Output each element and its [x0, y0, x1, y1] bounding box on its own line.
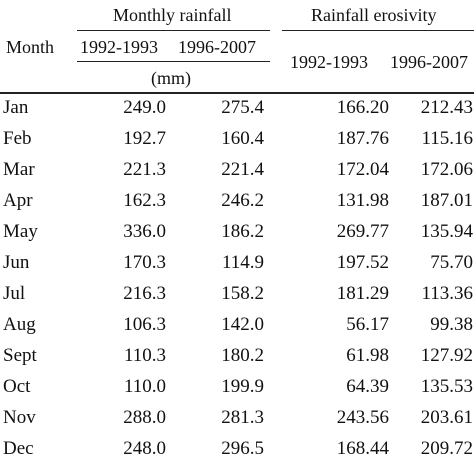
month-cell: Jan [3, 97, 29, 118]
erosivity-1992-1993-cell: 131.98 [336, 190, 389, 211]
erosivity-1996-2007-cell: 172.06 [420, 159, 473, 180]
erosivity-1992-1993-cell: 64.39 [346, 376, 389, 397]
rain-1992-1993-cell: 216.3 [123, 283, 166, 304]
month-cell: Jun [3, 252, 30, 273]
rain-1992-1993-cell: 288.0 [123, 407, 166, 428]
erosivity-1996-2007-cell: 99.38 [430, 314, 473, 335]
erosivity-1996-2007-cell: 115.16 [421, 128, 473, 149]
rain-1996-2007-cell: 186.2 [221, 221, 264, 242]
rain-1996-2007-cell: 160.4 [221, 128, 264, 149]
rain-1996-2007-cell: 180.2 [221, 345, 264, 366]
erosivity-1992-1993-cell: 168.44 [336, 438, 389, 459]
month-cell: May [3, 221, 38, 242]
erosivity-1992-1993-cell: 56.17 [346, 314, 389, 335]
erosivity-1992-1993-cell: 269.77 [336, 221, 389, 242]
header-rainfall-erosivity: Rainfall erosivity [311, 5, 437, 25]
header-rain-period-1: 1992-1993 [80, 37, 158, 57]
month-cell: Aug [3, 314, 36, 335]
rain-1996-2007-cell: 158.2 [221, 283, 264, 304]
erosivity-1992-1993-cell: 181.29 [336, 283, 389, 304]
rain-1992-1993-cell: 162.3 [123, 190, 166, 211]
erosivity-1992-1993-cell: 166.20 [336, 97, 389, 118]
rain-1992-1993-cell: 110.0 [123, 376, 166, 397]
rain-1996-2007-cell: 296.5 [221, 438, 264, 459]
month-cell: Nov [3, 407, 36, 428]
header-monthly-rainfall: Monthly rainfall [113, 5, 232, 25]
header-rule-erosivity [282, 30, 474, 31]
rain-1996-2007-cell: 275.4 [221, 97, 264, 118]
header-units: (mm) [151, 68, 191, 88]
header-eros-period-2: 1996-2007 [390, 52, 468, 72]
header-bottom-rule [0, 92, 474, 94]
erosivity-1992-1993-cell: 187.76 [336, 128, 389, 149]
rain-1996-2007-cell: 221.4 [221, 159, 264, 180]
month-cell: Dec [3, 438, 34, 459]
header-month: Month [6, 37, 55, 57]
erosivity-1996-2007-cell: 187.01 [420, 190, 473, 211]
rain-1996-2007-cell: 281.3 [221, 407, 264, 428]
erosivity-1996-2007-cell: 135.53 [420, 376, 473, 397]
rain-1992-1993-cell: 110.3 [123, 345, 166, 366]
rain-1992-1993-cell: 170.3 [123, 252, 166, 273]
rain-1992-1993-cell: 336.0 [123, 221, 166, 242]
month-cell: Oct [3, 376, 31, 397]
rain-1996-2007-cell: 142.0 [221, 314, 264, 335]
erosivity-1996-2007-cell: 212.43 [420, 97, 473, 118]
erosivity-1996-2007-cell: 209.72 [420, 438, 473, 459]
rain-1996-2007-cell: 114.9 [221, 252, 264, 273]
header-rule-rainfall [77, 30, 270, 31]
header-eros-period-1: 1992-1993 [290, 52, 368, 72]
header-rain-period-2: 1996-2007 [178, 37, 256, 57]
month-cell: Apr [3, 190, 33, 211]
erosivity-1996-2007-cell: 75.70 [430, 252, 473, 273]
erosivity-1992-1993-cell: 197.52 [336, 252, 389, 273]
erosivity-1996-2007-cell: 203.61 [420, 407, 473, 428]
rain-1992-1993-cell: 192.7 [123, 128, 166, 149]
month-cell: Feb [3, 128, 32, 149]
month-cell: Sept [3, 345, 37, 366]
erosivity-1996-2007-cell: 127.92 [420, 345, 473, 366]
rain-1992-1993-cell: 248.0 [123, 438, 166, 459]
header-rule-periods [77, 61, 270, 62]
rain-1992-1993-cell: 249.0 [123, 97, 166, 118]
erosivity-1992-1993-cell: 243.56 [336, 407, 389, 428]
month-cell: Mar [3, 159, 35, 180]
erosivity-1996-2007-cell: 135.94 [420, 221, 473, 242]
rain-1992-1993-cell: 106.3 [123, 314, 166, 335]
rain-1996-2007-cell: 246.2 [221, 190, 264, 211]
month-cell: Jul [3, 283, 26, 304]
erosivity-1992-1993-cell: 61.98 [346, 345, 389, 366]
erosivity-1996-2007-cell: 113.36 [421, 283, 473, 304]
rain-1996-2007-cell: 199.9 [221, 376, 264, 397]
erosivity-1992-1993-cell: 172.04 [336, 159, 389, 180]
rain-1992-1993-cell: 221.3 [123, 159, 166, 180]
